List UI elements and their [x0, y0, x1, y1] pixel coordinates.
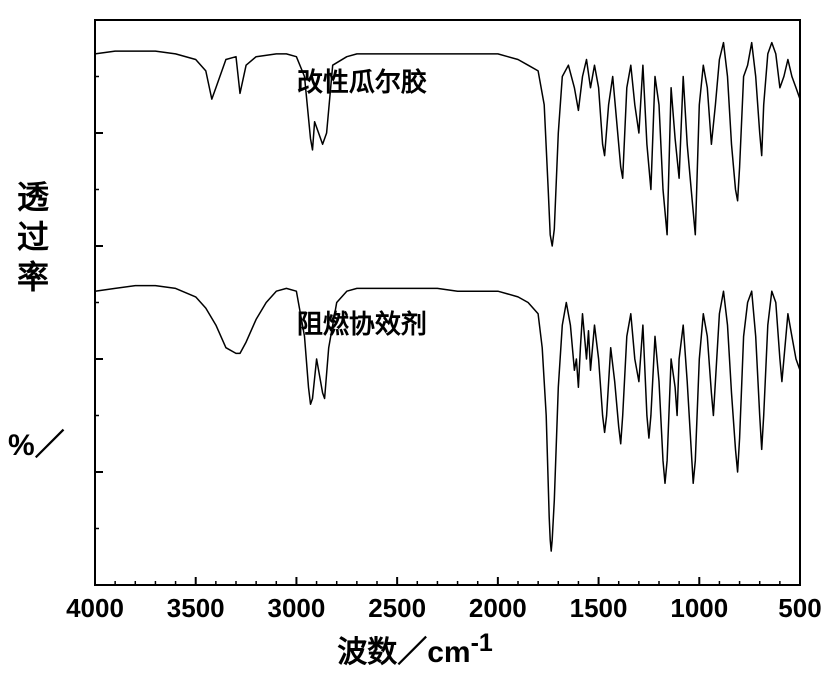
svg-text:4000: 4000	[66, 593, 124, 623]
series-label-modified-guar: 改性瓜尔胶	[297, 62, 427, 99]
svg-text:500: 500	[778, 593, 821, 623]
y-axis-unit: %／	[8, 420, 65, 464]
svg-text:1500: 1500	[570, 593, 628, 623]
x-axis-label: 波数／cm-1	[0, 627, 830, 671]
svg-text:1000: 1000	[670, 593, 728, 623]
series-label-flame-retardant: 阻燃协效剂	[297, 304, 427, 341]
y-axis-label: 透过率	[8, 180, 54, 300]
ir-spectrum-chart: 4000 3500 3000 2500 2000 1500 1000 500 透过率 %／ 波…	[0, 0, 830, 679]
svg-text:3000: 3000	[268, 593, 326, 623]
svg-text:2000: 2000	[469, 593, 527, 623]
svg-text:2500: 2500	[368, 593, 426, 623]
svg-text:3500: 3500	[167, 593, 225, 623]
